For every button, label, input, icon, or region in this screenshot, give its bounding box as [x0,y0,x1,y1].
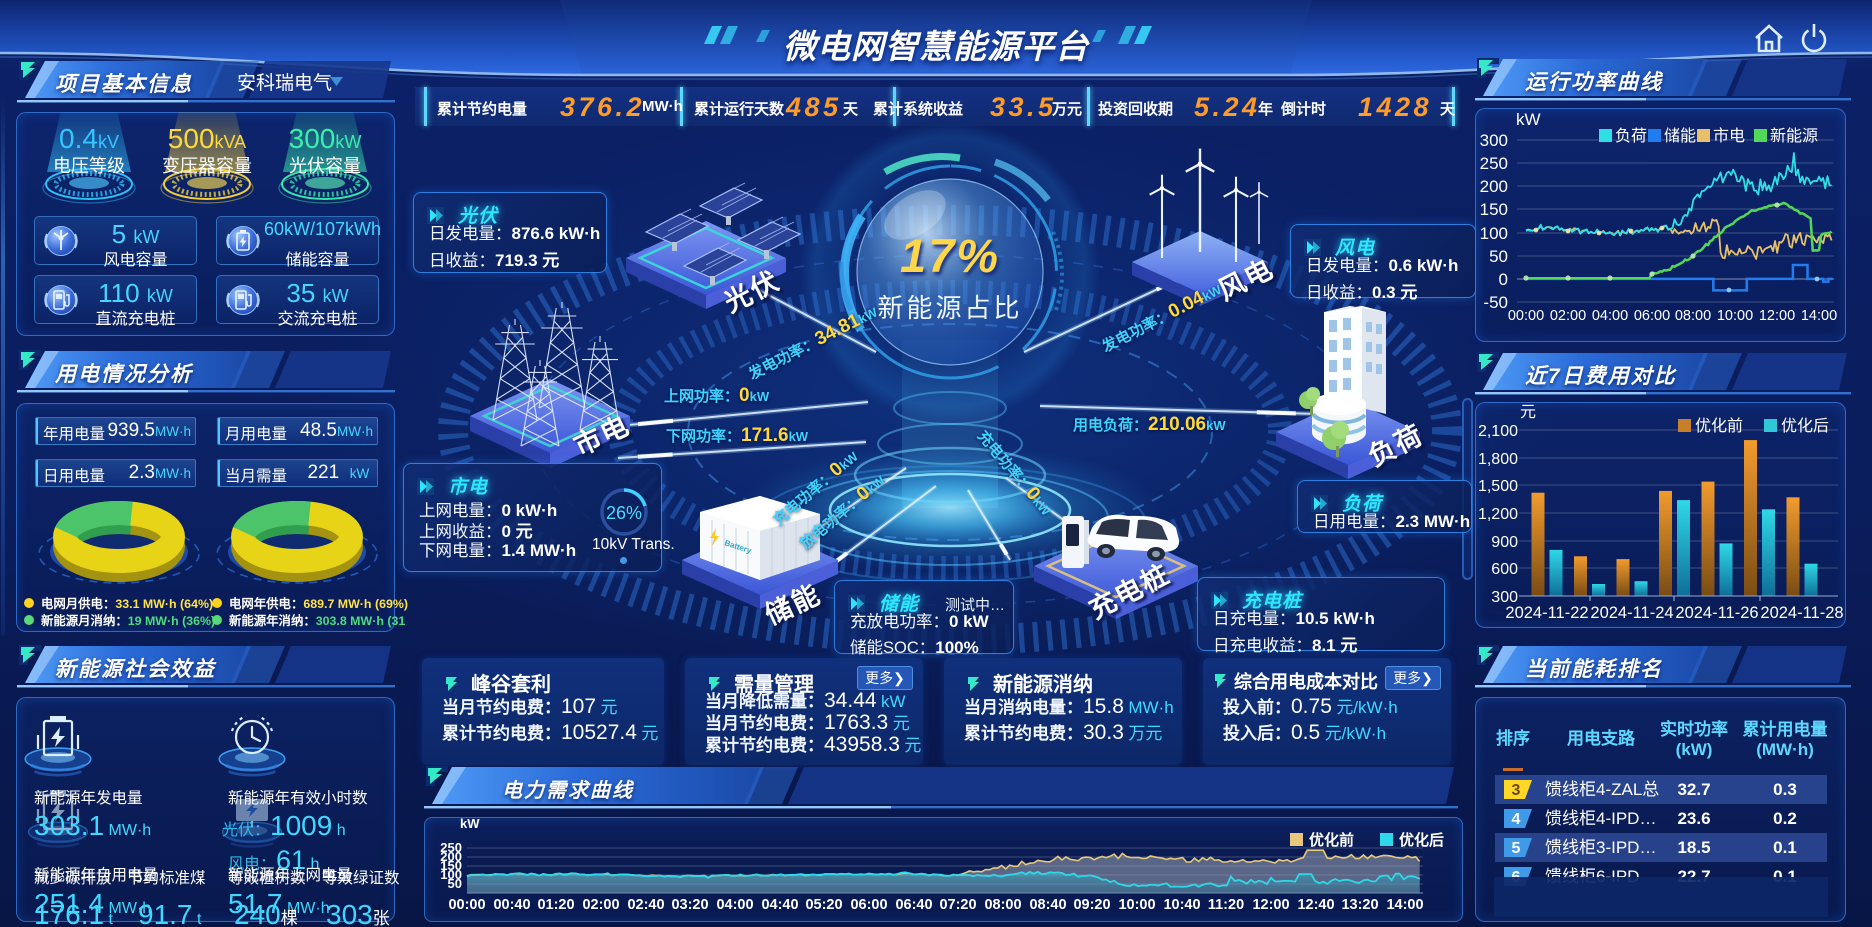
svg-text:2024-11-22: 2024-11-22 [1505,604,1588,622]
svg-text:负荷: 负荷 [1615,127,1647,145]
svg-text:08:40: 08:40 [1029,897,1066,913]
svg-text:00:00: 00:00 [1508,308,1544,324]
svg-text:14:00: 14:00 [1801,308,1837,324]
svg-text:排序: 排序 [1496,728,1530,748]
svg-text:新能源: 新能源 [1770,127,1818,145]
svg-text:100: 100 [440,867,462,882]
svg-text:2024-11-26: 2024-11-26 [1675,604,1758,622]
svg-text:10:40: 10:40 [1163,897,1200,913]
svg-text:150: 150 [440,858,462,873]
svg-text:5: 5 [1512,840,1521,857]
svg-text:优化后: 优化后 [1399,831,1444,849]
svg-text:300: 300 [1491,589,1518,606]
svg-text:4: 4 [1512,811,1521,828]
svg-text:26%: 26% [606,503,642,523]
svg-text:12:00: 12:00 [1252,897,1289,913]
svg-text:优化前: 优化前 [1309,831,1354,849]
svg-text:32.7: 32.7 [1677,780,1710,799]
svg-text:10:00: 10:00 [1717,308,1753,324]
svg-text:200: 200 [1480,177,1508,196]
svg-text:2024-11-24: 2024-11-24 [1590,604,1673,622]
svg-text:累计用电量: 累计用电量 [1743,719,1828,739]
svg-text:08:00: 08:00 [984,897,1021,913]
svg-text:04:40: 04:40 [761,897,798,913]
svg-text:03:20: 03:20 [671,897,708,913]
svg-text:0: 0 [1499,270,1508,289]
svg-text:08:00: 08:00 [1675,308,1711,324]
svg-text:02:40: 02:40 [627,897,664,913]
svg-text:1,800: 1,800 [1478,451,1518,468]
svg-text:06:40: 06:40 [895,897,932,913]
svg-text:23.6: 23.6 [1677,809,1710,828]
svg-text:市电: 市电 [1713,127,1745,145]
svg-text:05:20: 05:20 [805,897,842,913]
svg-text:200: 200 [440,849,462,864]
svg-text:0.1: 0.1 [1773,838,1797,857]
svg-text:(kW): (kW) [1676,740,1713,759]
svg-text:18.5: 18.5 [1677,838,1710,857]
svg-text:优化后: 优化后 [1781,417,1829,435]
svg-text:元: 元 [1520,404,1536,421]
svg-text:馈线柜3-IPD…: 馈线柜3-IPD… [1545,838,1656,857]
svg-text:02:00: 02:00 [1550,308,1586,324]
svg-text:2024-11-28: 2024-11-28 [1760,604,1843,622]
svg-text:300: 300 [1480,131,1508,150]
svg-text:14:00: 14:00 [1386,897,1423,913]
svg-text:50: 50 [1489,247,1508,266]
svg-text:12:00: 12:00 [1759,308,1795,324]
svg-text:600: 600 [1491,561,1518,578]
svg-text:3: 3 [1512,782,1521,799]
svg-text:12:40: 12:40 [1297,897,1334,913]
svg-text:1,200: 1,200 [1478,506,1518,523]
svg-text:0.3: 0.3 [1773,780,1797,799]
svg-text:06:00: 06:00 [1634,308,1670,324]
svg-text:09:20: 09:20 [1073,897,1110,913]
svg-text:250: 250 [1480,154,1508,173]
svg-text:10:00: 10:00 [1118,897,1155,913]
svg-text:kW: kW [460,817,480,831]
svg-text:00:00: 00:00 [448,897,485,913]
svg-text:0.2: 0.2 [1773,809,1797,828]
svg-text:250: 250 [440,840,462,855]
svg-text:900: 900 [1491,534,1518,551]
svg-text:06:00: 06:00 [850,897,887,913]
svg-text:00:40: 00:40 [493,897,530,913]
svg-text:01:20: 01:20 [537,897,574,913]
svg-text:用电支路: 用电支路 [1567,728,1636,748]
svg-text:50: 50 [448,876,462,891]
svg-text:实时功率: 实时功率 [1660,719,1728,739]
svg-text:(MW·h): (MW·h) [1756,740,1814,759]
svg-text:2,100: 2,100 [1478,423,1518,440]
svg-text:11:20: 11:20 [1208,897,1244,913]
svg-text:100: 100 [1480,224,1508,243]
svg-text:04:00: 04:00 [1592,308,1628,324]
svg-text:优化前: 优化前 [1695,417,1743,435]
svg-text:04:00: 04:00 [716,897,753,913]
svg-text:02:00: 02:00 [582,897,619,913]
svg-text:-50: -50 [1483,293,1508,312]
svg-text:07:20: 07:20 [939,897,976,913]
svg-text:13:20: 13:20 [1341,897,1378,913]
svg-text:馈线柜4-IPD…: 馈线柜4-IPD… [1545,809,1656,828]
svg-text:1,500: 1,500 [1478,478,1518,495]
svg-text:馈线柜4-ZAL总: 馈线柜4-ZAL总 [1545,780,1659,799]
svg-text:储能: 储能 [1664,127,1696,145]
svg-text:150: 150 [1480,200,1508,219]
svg-text:kW: kW [1516,110,1541,129]
